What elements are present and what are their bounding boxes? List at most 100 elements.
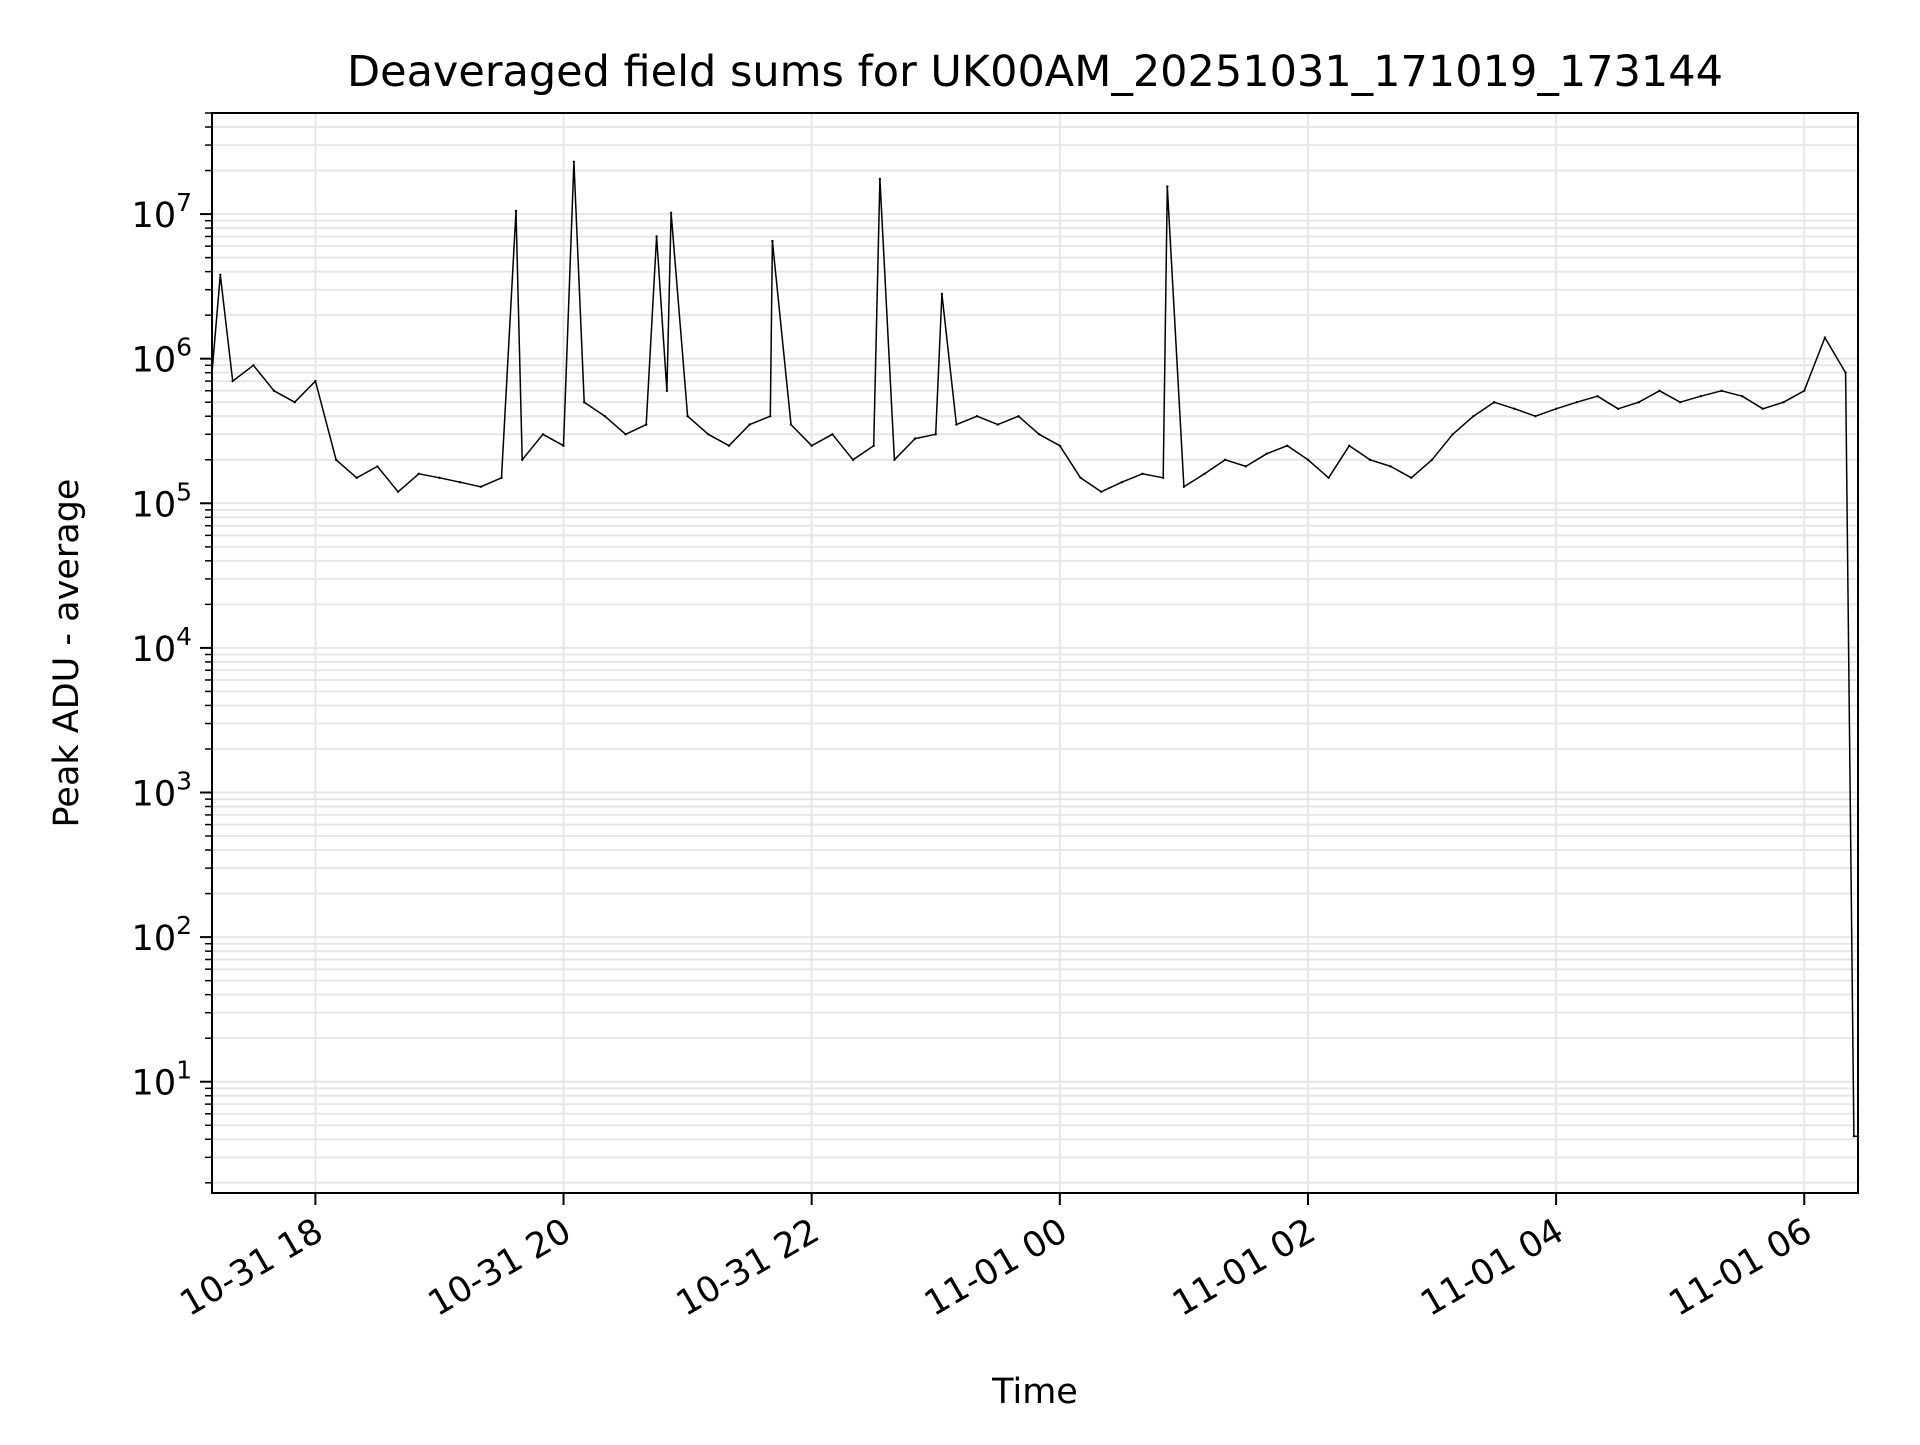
- data-point: [707, 433, 710, 436]
- x-axis-label: Time: [991, 1372, 1078, 1412]
- x-tick-label: 11-01 00: [918, 1211, 1074, 1324]
- data-point: [1844, 371, 1847, 374]
- data-point: [686, 415, 689, 418]
- chart-title: Deaveraged field sums for UK00AM_2025103…: [347, 47, 1723, 97]
- data-point: [913, 437, 917, 440]
- data-point: [655, 235, 658, 238]
- data-point: [1162, 476, 1165, 479]
- data-point: [1823, 336, 1827, 339]
- data-point: [1389, 465, 1392, 468]
- data-point: [1658, 389, 1661, 392]
- y-tick-label: 102: [132, 911, 192, 959]
- data-point: [1368, 458, 1372, 461]
- data-point: [1492, 401, 1496, 404]
- data-point: [500, 476, 503, 479]
- data-point: [645, 423, 648, 426]
- y-axis-label: Peak ADU - average: [47, 479, 87, 828]
- data-point: [231, 379, 234, 383]
- data-point: [1224, 458, 1227, 461]
- data-point: [355, 476, 358, 479]
- data-point: [1306, 458, 1310, 461]
- data-point: [252, 364, 255, 367]
- data-point: [458, 481, 462, 484]
- data-point: [438, 476, 441, 479]
- data-point: [1079, 476, 1082, 479]
- data-point: [1017, 415, 1020, 418]
- x-tick-label: 11-01 06: [1662, 1211, 1818, 1324]
- data-point: [1120, 481, 1124, 484]
- x-tick-label: 11-01 02: [1166, 1211, 1322, 1324]
- data-point: [748, 423, 751, 426]
- data-point: [665, 389, 669, 392]
- data-point: [1637, 401, 1641, 404]
- data-point: [1852, 1135, 1856, 1138]
- y-tick-label: 103: [132, 767, 192, 815]
- data-point: [996, 423, 999, 426]
- y-tick-label: 104: [132, 622, 192, 670]
- data-point: [1575, 401, 1579, 404]
- data-point: [376, 465, 379, 468]
- data-point: [669, 211, 673, 214]
- y-tick-label: 101: [132, 1056, 192, 1104]
- data-point: [975, 415, 979, 418]
- data-point: [479, 485, 482, 488]
- data-point: [1037, 433, 1041, 436]
- data-point: [878, 177, 882, 181]
- data-point: [1679, 401, 1682, 404]
- axes: 101 102 103 104 105 106 107 10-31 18 10-31 20 10-…: [132, 112, 1819, 1324]
- data-point: [1265, 452, 1268, 455]
- data-point: [789, 423, 793, 426]
- data-point: [934, 433, 937, 436]
- data-point: [572, 160, 576, 163]
- data-point: [1327, 476, 1330, 479]
- data-point: [727, 444, 731, 447]
- data-point: [624, 433, 627, 436]
- data-point: [1100, 490, 1103, 493]
- data-point: [514, 209, 518, 213]
- data-point: [851, 458, 855, 461]
- data-point: [1451, 433, 1454, 436]
- y-tick-label: 105: [132, 477, 192, 525]
- data-point: [1410, 476, 1413, 479]
- data-point: [219, 273, 222, 276]
- data-point: [1244, 465, 1248, 468]
- data-point: [1472, 415, 1475, 418]
- data-point: [1782, 401, 1785, 404]
- y-tick-label: 106: [132, 333, 192, 381]
- data-point: [1741, 395, 1744, 398]
- data-point: [272, 389, 276, 392]
- data-point: [769, 415, 772, 418]
- x-tick-label: 11-01 04: [1414, 1211, 1570, 1324]
- data-point: [541, 433, 545, 436]
- data-point: [940, 292, 944, 296]
- data-point: [1058, 444, 1062, 447]
- data-point: [334, 458, 338, 461]
- data-point: [1554, 407, 1558, 410]
- data-point: [1513, 407, 1516, 410]
- series-line: [211, 161, 1858, 1137]
- data-point: [314, 379, 317, 383]
- data-point: [831, 433, 834, 436]
- data-point: [1203, 472, 1206, 475]
- grid-lines: [212, 112, 1858, 1193]
- data-point: [1803, 389, 1806, 392]
- data-point: [562, 444, 565, 447]
- data-point: [1761, 407, 1765, 410]
- x-tick-label: 10-31 22: [670, 1211, 826, 1324]
- data-point: [1182, 485, 1186, 488]
- data-point: [417, 472, 420, 475]
- plot-frame: [211, 112, 1859, 1194]
- data-point: [771, 239, 774, 243]
- data-point: [810, 444, 813, 447]
- data-point: [893, 458, 896, 461]
- data-point: [293, 401, 296, 404]
- data-point: [396, 490, 400, 493]
- data-point: [603, 415, 607, 418]
- data-point: [1616, 407, 1620, 410]
- data-point: [1286, 444, 1289, 447]
- data-point: [1596, 395, 1599, 398]
- x-tick-label: 10-31 20: [422, 1211, 578, 1324]
- data-point: [1348, 444, 1351, 447]
- data-point: [955, 423, 958, 426]
